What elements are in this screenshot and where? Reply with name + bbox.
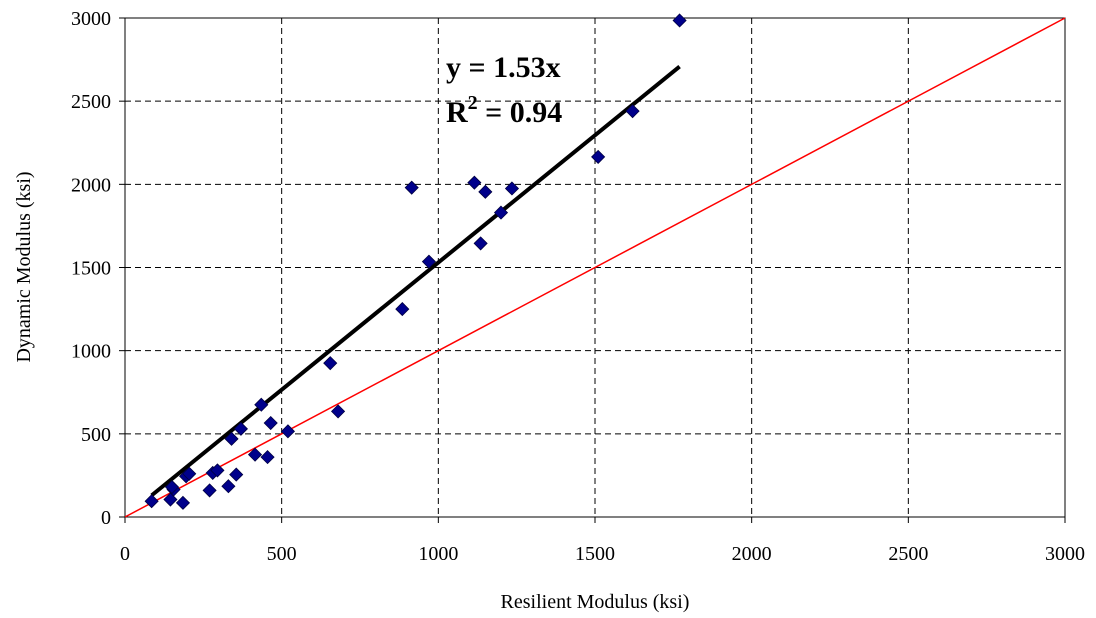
- equality-line: [124, 17, 1066, 518]
- data-point: [395, 302, 410, 317]
- y-axis-title: Dynamic Modulus (ksi): [13, 171, 35, 362]
- data-point: [672, 13, 687, 28]
- x-tick-label: 2500: [888, 543, 928, 565]
- data-point: [280, 424, 295, 439]
- data-point: [254, 397, 269, 412]
- data-point: [421, 254, 436, 269]
- data-point: [202, 483, 217, 498]
- data-point: [221, 479, 236, 494]
- x-tick-label: 1500: [575, 543, 615, 565]
- axis-ticks: 0 500 1000 1500 2000 2500 3000 0 500 1000 1500 2000…: [71, 8, 1085, 565]
- data-point: [625, 104, 640, 119]
- x-axis-title: Resilient Modulus (ksi): [501, 591, 690, 613]
- data-point: [210, 463, 225, 478]
- r-squared-value: = 0.94: [478, 96, 563, 129]
- x-tick-label: 3000: [1045, 543, 1085, 565]
- data-point: [229, 467, 244, 482]
- data-point: [323, 356, 338, 371]
- y-tick-label: 2500: [71, 91, 111, 113]
- x-tick-label: 1000: [418, 543, 458, 565]
- data-point: [493, 205, 509, 220]
- y-tick-label: 3000: [71, 8, 111, 30]
- x-tick-label: 0: [120, 543, 130, 565]
- y-tick-label: 2000: [71, 174, 111, 196]
- data-point: [478, 184, 493, 199]
- data-point: [233, 421, 248, 436]
- data-point: [504, 181, 520, 196]
- r-squared-label: R2 = 0.94: [446, 92, 562, 129]
- y-tick-label: 1500: [71, 258, 111, 280]
- y-tick-label: 1000: [71, 341, 111, 363]
- x-tick-label: 500: [267, 543, 297, 565]
- r-squared-exponent: 2: [468, 92, 478, 114]
- data-point: [260, 450, 275, 465]
- data-point: [467, 175, 482, 190]
- data-point: [473, 236, 488, 251]
- data-point: [144, 494, 159, 509]
- x-tick-label: 2000: [732, 543, 772, 565]
- data-points: [144, 13, 687, 510]
- fit-equation-label: y = 1.53x: [446, 51, 561, 84]
- data-point: [263, 415, 278, 431]
- data-point: [164, 479, 180, 495]
- data-point: [175, 495, 191, 510]
- data-point: [247, 447, 263, 462]
- data-point: [224, 431, 239, 446]
- y-tick-label: 0: [101, 507, 111, 529]
- data-point: [182, 466, 197, 481]
- data-point: [404, 180, 419, 195]
- data-point: [331, 404, 346, 419]
- data-point: [591, 149, 606, 164]
- r-squared-r: R: [446, 96, 468, 129]
- y-tick-label: 500: [81, 424, 111, 446]
